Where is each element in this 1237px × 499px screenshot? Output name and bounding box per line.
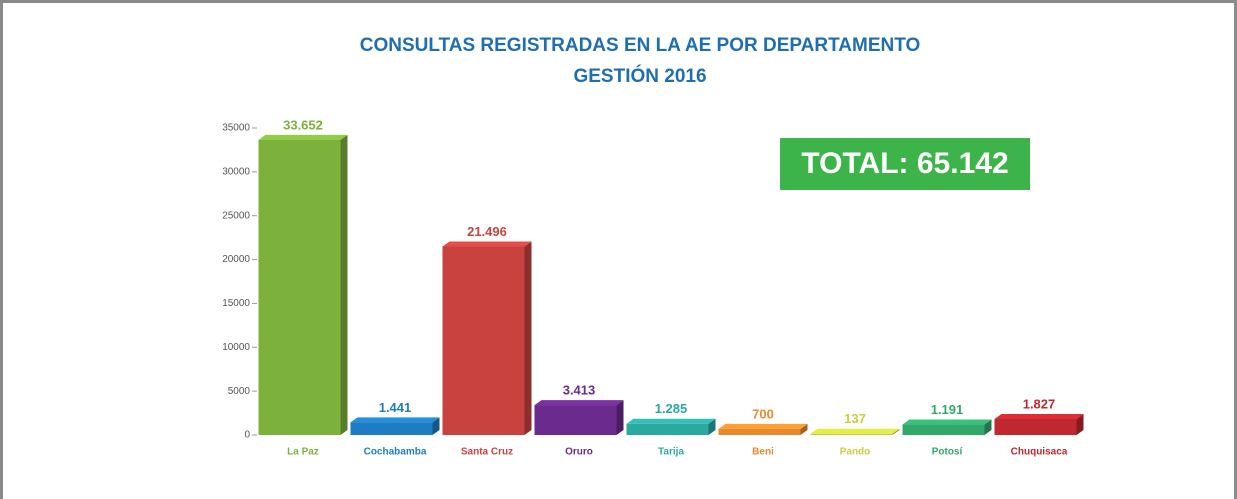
value-label: 3.413	[563, 383, 596, 398]
bar-top	[258, 134, 348, 140]
bar	[258, 139, 341, 435]
value-label: 1.827	[1023, 396, 1056, 411]
y-tick-label: 5000	[228, 386, 251, 397]
bar	[442, 246, 525, 435]
bar-top	[534, 400, 624, 406]
chart-subtitle: GESTIÓN 2016	[573, 65, 706, 87]
x-tick-label: La Paz	[287, 447, 319, 458]
x-tick-label: Tarija	[658, 447, 684, 458]
bar-side	[432, 417, 440, 435]
bar	[902, 424, 985, 435]
x-tick-label: Cochabamba	[364, 447, 427, 458]
bar	[626, 423, 709, 435]
y-tick-label: 15000	[222, 298, 250, 309]
bar-top	[718, 423, 808, 429]
y-tick-label: 10000	[222, 342, 250, 353]
bar-side	[800, 423, 808, 435]
bar-side	[708, 418, 716, 435]
bar-side	[984, 419, 992, 435]
value-label: 1.191	[931, 402, 964, 417]
chart-title: CONSULTAS REGISTRADAS EN LA AE POR DEPAR…	[360, 35, 921, 56]
value-label: 1.441	[379, 400, 412, 415]
bar-side	[616, 400, 624, 435]
y-tick-label: 35000	[222, 123, 250, 134]
bar	[534, 405, 617, 435]
value-label: 21.496	[467, 224, 507, 239]
bar-side	[1076, 413, 1084, 435]
bar-top	[442, 241, 532, 247]
bar	[350, 422, 433, 435]
x-tick-label: Beni	[752, 447, 774, 458]
bar-top	[350, 417, 440, 423]
bar-side	[892, 428, 900, 435]
bar-side	[524, 241, 532, 435]
x-tick-label: Pando	[840, 447, 871, 458]
bar-top	[626, 418, 716, 424]
bar-top	[902, 419, 992, 425]
total-label: TOTAL: 65.142	[801, 147, 1008, 180]
bar	[718, 428, 801, 435]
y-tick-label: 25000	[222, 210, 250, 221]
value-label: 700	[752, 406, 774, 421]
x-tick-label: Oruro	[565, 447, 593, 458]
total-box	[780, 138, 1030, 190]
y-tick-label: 0	[244, 430, 250, 441]
bar	[810, 433, 893, 435]
value-label: 33.652	[283, 117, 323, 132]
y-tick-label: 20000	[222, 254, 250, 265]
value-label: 137	[844, 411, 866, 426]
x-tick-label: Potosí	[932, 447, 964, 458]
bar	[994, 418, 1077, 435]
bar-top	[994, 413, 1084, 419]
x-tick-label: Chuquisaca	[1011, 447, 1068, 458]
x-tick-label: Santa Cruz	[461, 447, 513, 458]
bar-top	[810, 428, 900, 434]
bar-side	[340, 134, 348, 435]
value-label: 1.285	[655, 401, 688, 416]
y-tick-label: 30000	[222, 166, 250, 177]
